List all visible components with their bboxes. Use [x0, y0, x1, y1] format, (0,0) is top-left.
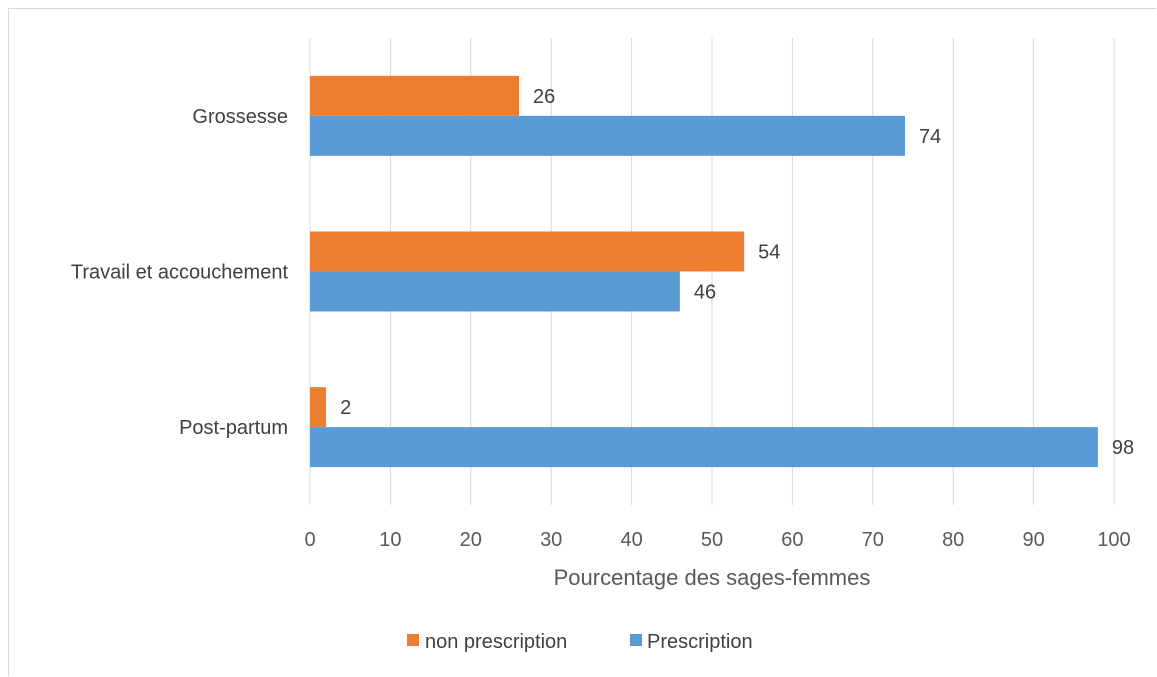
x-tick-label-40: 40 — [620, 529, 642, 551]
legend-label-non-prescription: non prescription — [425, 631, 567, 653]
x-tick-label-100: 100 — [1097, 529, 1130, 551]
bar-non-prescription-post-partum — [310, 387, 326, 427]
x-tick-label-60: 60 — [781, 529, 803, 551]
legend-swatch-non-prescription — [407, 634, 419, 646]
bar-prescription-grossesse — [310, 116, 905, 156]
legend-label-prescription: Prescription — [647, 631, 753, 653]
data-label-prescription-travail-et-accouchement: 46 — [694, 282, 716, 304]
x-tick-label-90: 90 — [1022, 529, 1044, 551]
x-axis-title: Pourcentage des sages-femmes — [554, 565, 871, 590]
category-label-travail-et-accouchement: Travail et accouchement — [71, 262, 289, 284]
x-tick-label-20: 20 — [460, 529, 482, 551]
data-label-prescription-grossesse: 74 — [919, 126, 941, 148]
bar-non-prescription-travail-et-accouchement — [310, 232, 744, 272]
category-label-post-partum: Post-partum — [179, 417, 288, 439]
x-tick-label-80: 80 — [942, 529, 964, 551]
data-label-non-prescription-post-partum: 2 — [340, 397, 351, 419]
category-label-grossesse: Grossesse — [192, 106, 288, 128]
x-tick-label-0: 0 — [304, 529, 315, 551]
bar-prescription-travail-et-accouchement — [310, 272, 680, 312]
category-labels: Grossesse Travail et accouchement Post-par… — [71, 106, 289, 439]
x-tick-label-30: 30 — [540, 529, 562, 551]
legend: non prescription Prescription — [407, 631, 753, 653]
data-label-non-prescription-travail-et-accouchement: 54 — [758, 242, 780, 264]
bar-prescription-post-partum — [310, 427, 1098, 467]
x-tick-labels: 0 10 20 30 40 50 60 70 80 90 100 — [304, 529, 1130, 551]
bar-non-prescription-grossesse — [310, 76, 519, 116]
data-label-prescription-post-partum: 98 — [1112, 437, 1134, 459]
x-tick-label-50: 50 — [701, 529, 723, 551]
legend-swatch-prescription — [630, 634, 642, 646]
data-label-non-prescription-grossesse: 26 — [533, 86, 555, 108]
bars — [310, 76, 1098, 467]
x-tick-label-10: 10 — [379, 529, 401, 551]
x-tick-label-70: 70 — [862, 529, 884, 551]
